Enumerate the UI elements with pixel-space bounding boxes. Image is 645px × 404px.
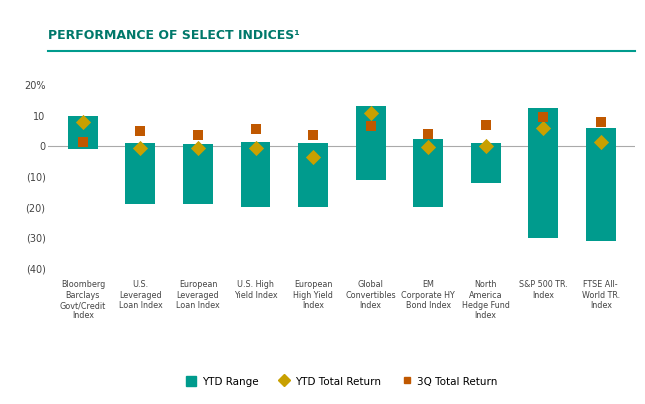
Bar xyxy=(68,116,98,149)
Bar xyxy=(241,141,270,207)
Bar xyxy=(471,143,501,183)
Legend: YTD Range, YTD Total Return, 3Q Total Return: YTD Range, YTD Total Return, 3Q Total Re… xyxy=(182,372,502,391)
Point xyxy=(250,145,261,151)
Point xyxy=(366,123,376,130)
Point xyxy=(481,142,491,149)
Bar xyxy=(413,139,443,207)
Bar xyxy=(528,108,558,238)
Bar xyxy=(183,144,213,204)
Bar xyxy=(355,106,386,180)
Point xyxy=(135,128,146,134)
Point xyxy=(308,132,318,139)
Point xyxy=(308,154,318,160)
Point xyxy=(595,118,606,125)
Bar xyxy=(126,143,155,204)
Point xyxy=(538,114,548,120)
Point xyxy=(595,138,606,145)
Point xyxy=(193,132,203,139)
Point xyxy=(423,131,433,137)
Point xyxy=(366,109,376,116)
Point xyxy=(193,145,203,152)
Point xyxy=(135,145,146,152)
Point xyxy=(250,126,261,133)
Text: PERFORMANCE OF SELECT INDICES¹: PERFORMANCE OF SELECT INDICES¹ xyxy=(48,29,300,42)
Point xyxy=(538,124,548,131)
Point xyxy=(481,122,491,128)
Point xyxy=(78,138,88,145)
Bar xyxy=(586,128,616,241)
Point xyxy=(78,118,88,125)
Point xyxy=(423,143,433,150)
Bar xyxy=(298,143,328,207)
